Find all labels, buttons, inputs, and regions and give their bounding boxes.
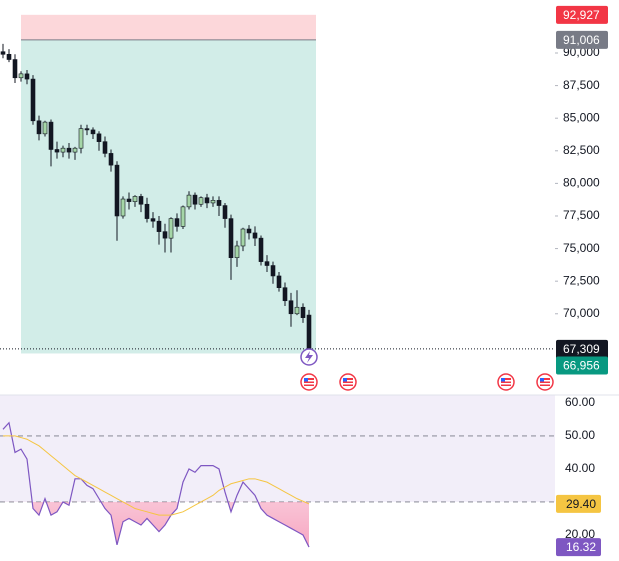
- candle-body: [90, 129, 96, 135]
- candle-body: [216, 200, 222, 206]
- stop-label: 92,927: [563, 8, 600, 22]
- target-zone: [21, 39, 316, 354]
- y-tick-label: 20.00: [565, 527, 595, 541]
- candle-body: [210, 200, 216, 204]
- target-label-box: [556, 356, 608, 375]
- y-tick-label: 77,500: [563, 208, 600, 222]
- candle-body: [114, 164, 120, 217]
- candle-body: [6, 54, 12, 60]
- stop-zone: [21, 14, 316, 40]
- candle-body: [228, 218, 234, 259]
- candle-body: [282, 287, 288, 302]
- candle-body: [162, 231, 168, 239]
- candle-body: [96, 133, 102, 142]
- y-tick-label: 60.00: [565, 395, 595, 409]
- candle-body: [288, 300, 294, 315]
- flag-icon[interactable]: [536, 373, 554, 391]
- candle-body: [126, 198, 132, 202]
- rsi-line: [2, 421, 310, 548]
- candle-body: [18, 73, 24, 79]
- y-tick-label: 82,500: [563, 143, 600, 157]
- candle-body: [144, 203, 150, 219]
- candle-body: [102, 141, 108, 154]
- candle-body: [180, 206, 186, 227]
- candle-body: [24, 73, 30, 80]
- candle-body: [300, 306, 306, 318]
- candle-body: [270, 265, 276, 277]
- candle-body: [156, 220, 162, 232]
- candle-body: [252, 232, 258, 239]
- y-tick-label: 80,000: [563, 176, 600, 190]
- candle-body: [150, 218, 156, 222]
- candle-body: [258, 237, 264, 262]
- candle-body: [186, 194, 192, 208]
- candle-body: [84, 128, 90, 131]
- candle-body: [30, 78, 36, 122]
- candle-body: [54, 149, 60, 153]
- candle-body: [78, 128, 84, 149]
- candle-body: [108, 153, 114, 166]
- stop-label-box: [556, 5, 608, 24]
- entry-label-box: [556, 30, 608, 49]
- event-icons: [300, 348, 554, 391]
- candle-body: [168, 218, 174, 239]
- candle-body: [276, 275, 282, 288]
- candle-body: [294, 306, 300, 315]
- candle-body: [132, 196, 138, 202]
- candle-body: [12, 59, 18, 79]
- candle-body: [264, 261, 270, 266]
- candle-body: [0, 51, 6, 55]
- rsi-ma-line: [3, 435, 310, 516]
- last-value-box: [556, 494, 601, 513]
- rsi-band: [0, 395, 555, 502]
- y-tick-label: 70,000: [563, 306, 600, 320]
- candle-body: [306, 314, 312, 350]
- candle-body: [222, 205, 228, 219]
- candle-body: [66, 147, 72, 153]
- last-price-label: 67,309: [563, 342, 600, 356]
- candle-body: [120, 198, 126, 217]
- target-label: 66,956: [563, 359, 600, 373]
- y-tick-label: 40.00: [565, 461, 595, 475]
- candle-body: [42, 121, 48, 135]
- y-tick-label: 85,000: [563, 110, 600, 124]
- y-tick-label: 75,000: [563, 241, 600, 255]
- candle-body: [192, 194, 198, 205]
- candle-body: [204, 197, 210, 204]
- candle-body: [234, 245, 240, 259]
- candle-body: [240, 228, 246, 247]
- alert-bolt: [305, 351, 313, 363]
- candle-body: [246, 228, 252, 234]
- last-value-label: 29.40: [566, 497, 596, 511]
- candle-body: [138, 196, 144, 205]
- candle-body: [174, 218, 180, 227]
- candle-body: [198, 197, 204, 205]
- y-tick-label: 50.00: [565, 428, 595, 442]
- last-value-box: [556, 538, 601, 557]
- candle-body: [48, 121, 54, 150]
- flag-icon[interactable]: [300, 373, 318, 391]
- last-value-label: 16.32: [566, 540, 596, 554]
- candle-body: [72, 147, 78, 153]
- flag-icon[interactable]: [339, 373, 357, 391]
- candle-body: [60, 147, 66, 153]
- y-tick-label: 87,500: [563, 78, 600, 92]
- y-tick-label: 72,500: [563, 273, 600, 287]
- candle-body: [36, 120, 42, 135]
- flag-icon[interactable]: [497, 373, 515, 391]
- entry-label: 91,006: [563, 33, 600, 47]
- plot: 70,000 72,500 75,000 77,500 80,000 82,500 85,0…: [0, 5, 619, 557]
